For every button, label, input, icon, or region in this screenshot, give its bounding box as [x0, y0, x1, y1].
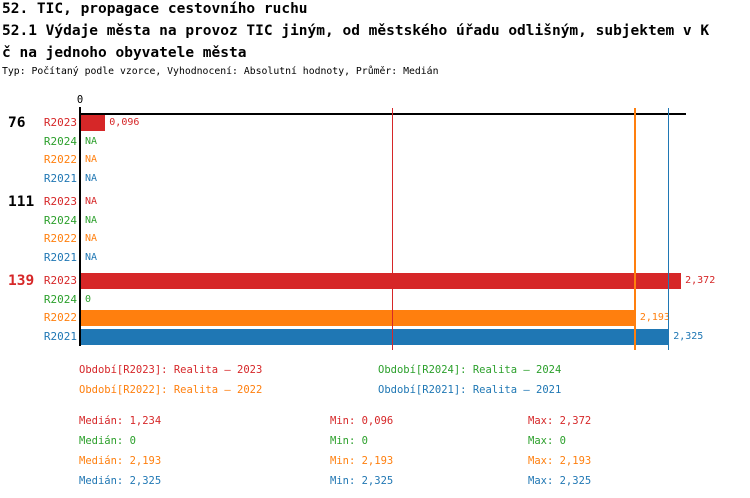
bar-value-label: NA: [85, 172, 98, 184]
stat-min: Min: 2,325: [330, 475, 394, 487]
stat-median: Medián: 1,234: [79, 415, 162, 427]
stat-max: Max: 2,193: [528, 455, 592, 467]
row-year-label: R2022: [43, 311, 77, 325]
indicator-title-line1: 52.1 Výdaje města na provoz TIC jiným, o…: [2, 23, 710, 39]
median-line-R2023: [391, 108, 393, 350]
stat-min: Min: 0: [330, 435, 368, 447]
median-line-R2021: [667, 108, 669, 350]
stat-max: Max: 0: [528, 435, 566, 447]
bar-value-label: 2,325: [673, 330, 704, 342]
legend-item-r2022: Období[R2022]: Realita – 2022: [79, 384, 263, 396]
bar-value-label: 2,372: [685, 275, 716, 287]
group-id-label-111: 111: [8, 194, 35, 211]
bar-value-label: 2,193: [639, 312, 670, 324]
stats-row-r2023: Medián: 1,234 Min: 0,096 Max: 2,372: [0, 415, 750, 429]
row-year-label: R2024: [43, 292, 77, 306]
x-axis-line: [78, 113, 686, 115]
bar-value-label: NA: [85, 135, 98, 147]
row-year-label: R2023: [43, 195, 77, 209]
row-year-label: R2021: [43, 329, 77, 343]
y-axis-line: [78, 107, 81, 346]
stat-median: Medián: 0: [79, 435, 136, 447]
bar-value-label: NA: [85, 214, 98, 226]
bar-R2023: [81, 115, 106, 132]
median-line-R2022: [634, 108, 636, 350]
bar-R2022: [81, 310, 636, 327]
stats-row-r2021: Medián: 2,325 Min: 2,325 Max: 2,325: [0, 475, 750, 489]
row-year-label: R2024: [43, 134, 77, 148]
row-year-label: R2021: [43, 171, 77, 185]
row-year-label: R2024: [43, 213, 77, 227]
stat-median: Medián: 2,325: [79, 475, 162, 487]
stat-max: Max: 2,372: [528, 415, 592, 427]
row-year-label: R2022: [43, 232, 77, 246]
row-year-label: R2021: [43, 250, 77, 264]
legend-item-r2021: Období[R2021]: Realita – 2021: [378, 384, 562, 396]
row-year-label: R2023: [43, 274, 77, 288]
indicator-title-line2: č na jednoho obyvatele města: [2, 45, 247, 61]
row-year-label: R2023: [43, 116, 77, 130]
indicator-meta: Typ: Počítaný podle vzorce, Vyhodnocení:…: [2, 66, 439, 77]
stat-min: Min: 0,096: [330, 415, 394, 427]
x-axis-zero-tick-label: 0: [76, 94, 84, 106]
bar-value-label: NA: [85, 154, 98, 166]
bar-R2021: [81, 328, 670, 345]
section-title: 52. TIC, propagace cestovního ruchu: [2, 1, 308, 17]
stat-median: Medián: 2,193: [79, 455, 162, 467]
bar-R2023: [81, 273, 682, 290]
bar-value-label: NA: [85, 233, 98, 245]
bar-value-label: 0: [85, 293, 92, 305]
stats-row-r2022: Medián: 2,193 Min: 2,193 Max: 2,193: [0, 455, 750, 469]
bar-value-label: 0,096: [109, 117, 140, 129]
legend-item-r2023: Období[R2023]: Realita – 2023: [79, 364, 263, 376]
stats-row-r2024: Medián: 0 Min: 0 Max: 0: [0, 435, 750, 449]
stat-max: Max: 2,325: [528, 475, 592, 487]
legend-item-r2024: Období[R2024]: Realita – 2024: [378, 364, 562, 376]
row-year-label: R2022: [43, 153, 77, 167]
group-id-label-76: 76: [8, 115, 26, 132]
stat-min: Min: 2,193: [330, 455, 394, 467]
group-id-label-139: 139: [8, 273, 35, 290]
bar-value-label: NA: [85, 251, 98, 263]
bar-value-label: NA: [85, 196, 98, 208]
